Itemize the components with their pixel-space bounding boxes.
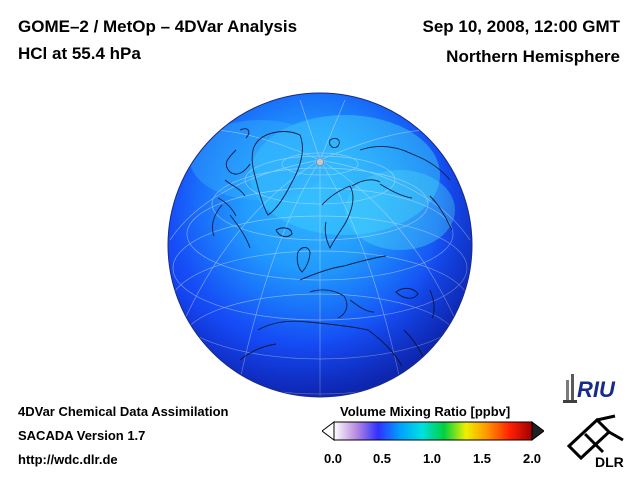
footer-url: http://wdc.dlr.de (18, 452, 118, 467)
dlr-logo-text: DLR (595, 454, 624, 470)
hemisphere-label: Northern Hemisphere (446, 47, 620, 66)
colorbar-tick-label: 1.0 (422, 451, 442, 466)
colorbar-left-arrow (322, 421, 335, 441)
colorbar-tick-label: 1.5 (472, 451, 492, 466)
date-time-label: Sep 10, 2008, 12:00 GMT (422, 17, 621, 36)
colorbar-tick-label: 2.0 (522, 451, 542, 466)
riu-logo: RIU (563, 374, 616, 403)
riu-logo-text: RIU (577, 377, 616, 402)
colorbar-title: Volume Mixing Ratio [ppbv] (340, 404, 511, 419)
footer-line-version: SACADA Version 1.7 (18, 428, 146, 443)
colorbar (322, 421, 544, 441)
map-subtitle: HCl at 55.4 hPa (18, 44, 141, 63)
map-title: GOME–2 / MetOp – 4DVar Analysis (18, 17, 298, 36)
footer-line-assimilation: 4DVar Chemical Data Assimilation (18, 404, 229, 419)
colorbar-tick-label: 0.0 (323, 451, 343, 466)
colorbar-tick-label: 0.5 (372, 451, 392, 466)
colorbar-right-arrow (531, 421, 544, 441)
colorbar-gradient (333, 421, 533, 441)
dlr-logo: DLR (566, 414, 624, 470)
globe-outline (167, 92, 473, 398)
north-pole-marker (316, 158, 324, 166)
